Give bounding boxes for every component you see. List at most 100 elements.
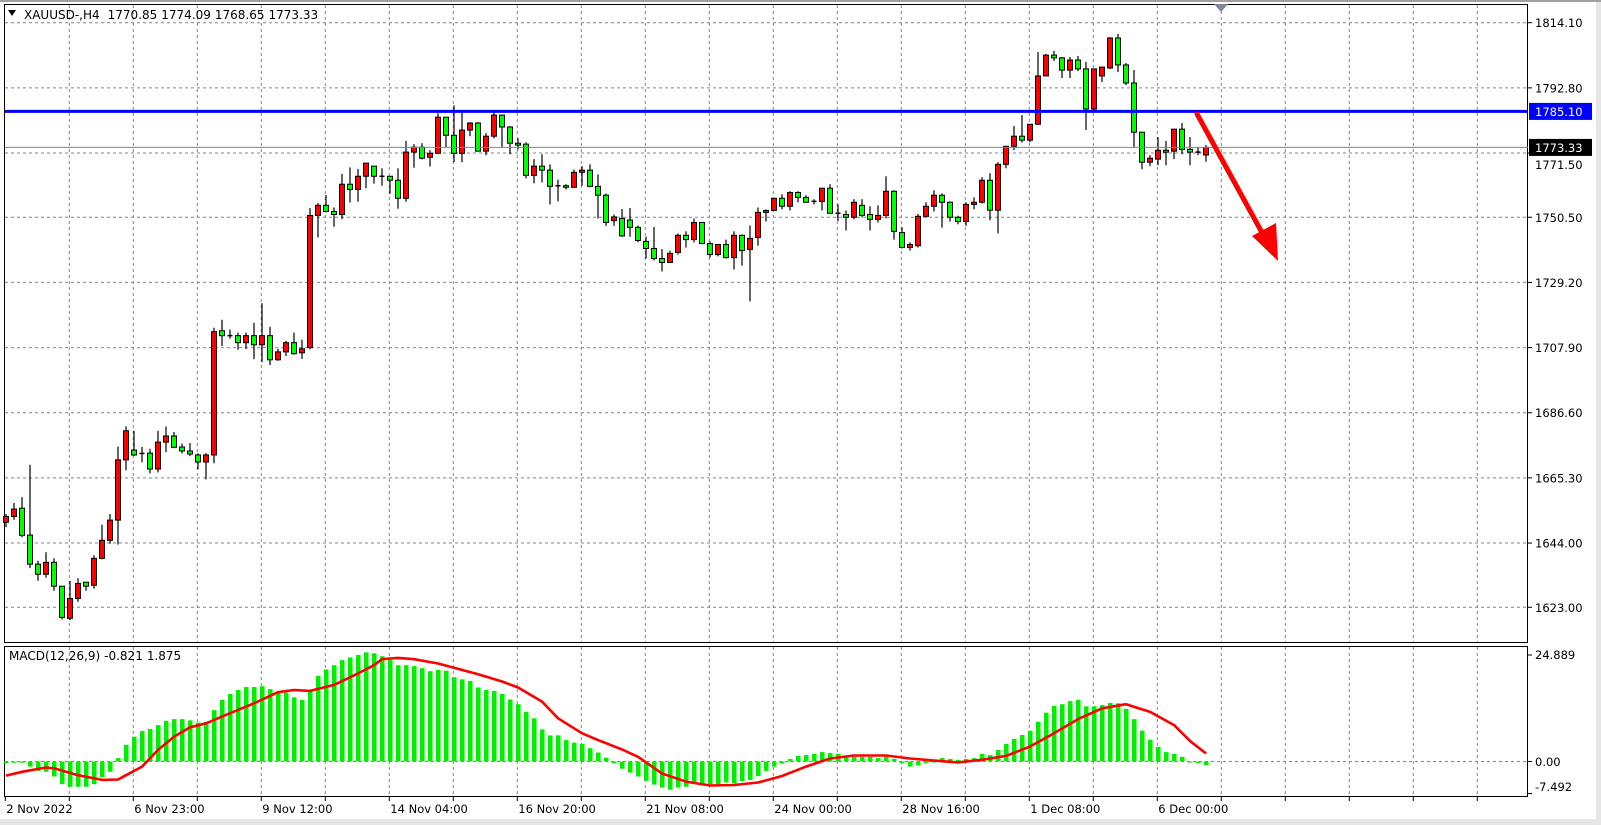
candle-body-bull [907, 243, 913, 249]
candle-body-bull [971, 201, 977, 205]
candle-body-bear [499, 114, 505, 128]
candle [947, 201, 953, 222]
macd-histogram [4, 652, 1209, 790]
macd-histogram-bar [324, 669, 329, 762]
candle-body-bear [1163, 149, 1169, 153]
macd-histogram-bar [284, 692, 289, 762]
macd-histogram-bar [1068, 701, 1073, 762]
candle-body-bull [1155, 149, 1161, 160]
macd-histogram-bar [796, 755, 801, 762]
candle [347, 167, 353, 203]
macd-histogram-bar [956, 759, 961, 762]
macd-histogram-bar [1092, 706, 1097, 762]
macd-histogram-bar [108, 761, 113, 772]
candle [1123, 63, 1129, 86]
candle [235, 332, 241, 350]
macd-histogram-bar [508, 699, 513, 762]
macd-histogram-bar [140, 731, 145, 762]
price-tag-current: 1773.33 [1529, 138, 1592, 156]
candle-body-bear [443, 116, 449, 136]
candle [1163, 141, 1169, 166]
macd-histogram-bar [252, 687, 257, 762]
macd-histogram-bar [596, 752, 601, 762]
candle [843, 210, 849, 231]
candle-body-bull [571, 171, 577, 188]
macd-histogram-bar [524, 711, 529, 762]
macd-histogram-bar [852, 756, 857, 762]
down-arrow[interactable] [1194, 111, 1278, 261]
macd-histogram-bar [12, 761, 17, 763]
macd-histogram-bar [692, 761, 697, 785]
candle [1147, 155, 1153, 167]
candle-body-bull [115, 459, 121, 521]
arrow-head-icon [1252, 223, 1278, 261]
candle [963, 202, 969, 226]
candle-body-bull [99, 539, 105, 559]
macd-histogram-bar [92, 761, 97, 785]
macd-header: MACD(12,26,9) -0.821 1.875 [9, 649, 181, 663]
candle-body-bull [715, 243, 721, 256]
candle-body-bull [771, 197, 777, 212]
macd-histogram-bar [1012, 738, 1017, 762]
candle [1083, 61, 1089, 131]
macd-histogram-bar [1156, 746, 1161, 762]
candle-body-bear [987, 179, 993, 211]
candle-body-bear [843, 214, 849, 218]
current-price-tag [1529, 138, 1592, 156]
time-tick-label: 1 Dec 08:00 [1030, 802, 1100, 816]
candle [1091, 68, 1097, 113]
symbol-timeframe: XAUUSD-,H4 [24, 8, 100, 22]
candle-body-bear [371, 165, 377, 177]
candle [427, 150, 433, 167]
candle-body-bull [963, 203, 969, 223]
macd-histogram-bar [1004, 743, 1009, 762]
candle-body-bear [707, 243, 713, 256]
candle-body-bear [419, 146, 425, 159]
candle-body-bear [803, 196, 809, 203]
macd-histogram-bar [580, 743, 585, 762]
macd-histogram-bar [460, 679, 465, 762]
price-tick-label: 1686.60 [1535, 406, 1583, 420]
candle-body-bull [3, 515, 9, 523]
candle [267, 326, 273, 366]
candle-body-bull [467, 122, 473, 131]
candle [995, 162, 1001, 234]
macd-histogram-bar [412, 666, 417, 762]
candle [195, 453, 201, 470]
macd-histogram-bar [1196, 761, 1201, 764]
candle [723, 239, 729, 259]
candle-body-bear [827, 187, 833, 214]
candle-body-bear [891, 190, 897, 232]
candle [355, 168, 361, 202]
candle [339, 173, 345, 220]
macd-name: MACD(12,26,9) [9, 649, 100, 663]
candle-body-bear [547, 169, 553, 187]
candle [315, 202, 321, 238]
chart-shift-marker-icon[interactable] [1214, 4, 1228, 12]
candle [131, 430, 137, 456]
candle-body-bear [507, 126, 513, 144]
candle-body-bear [563, 185, 569, 188]
candle-body-bull [107, 519, 113, 541]
macd-histogram-bar [1204, 761, 1209, 766]
macd-histogram-bar [548, 735, 553, 762]
candle [51, 558, 57, 591]
candle-body-bear [83, 581, 89, 587]
candle-body-bear [947, 201, 953, 218]
macd-histogram-bar [996, 749, 1001, 762]
candle [139, 447, 145, 463]
candle [835, 204, 841, 221]
macd-histogram-bar [588, 748, 593, 762]
candle-body-bull [1171, 128, 1177, 152]
macd-histogram-bar [1100, 705, 1105, 762]
candle-body-bear [955, 216, 961, 223]
macd-histogram-bar [740, 761, 745, 782]
candle [683, 231, 689, 248]
candle [507, 126, 513, 155]
candle-body-bear [187, 450, 193, 455]
candle-body-bull [363, 162, 369, 177]
candle [1115, 34, 1121, 72]
dropdown-triangle-icon[interactable] [8, 10, 16, 16]
candle-body-bull [491, 114, 497, 137]
